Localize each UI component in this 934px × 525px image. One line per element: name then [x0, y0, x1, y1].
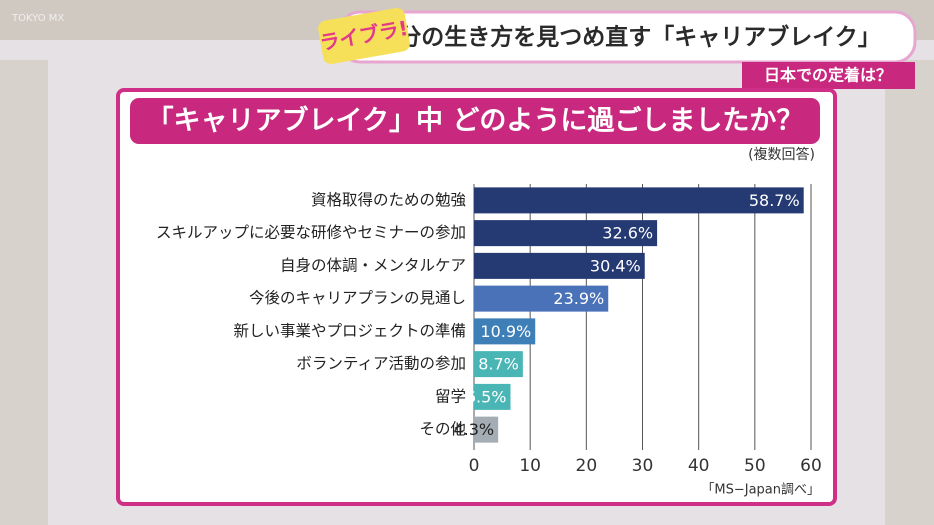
bar [474, 220, 658, 247]
value-label: 4.3% [453, 420, 494, 439]
bar [474, 383, 511, 410]
value-label: 23.9% [553, 289, 604, 308]
bar [474, 252, 645, 279]
category-label: 新しい事業やプロジェクトの準備 [233, 322, 466, 340]
x-tick-label: 0 [469, 456, 480, 476]
headline: 自分の生き方を見つめ直す「キャリアブレイク」 [375, 24, 881, 51]
studio-pillar [0, 60, 48, 525]
category-label: 自身の体調・メンタルケア [280, 256, 466, 274]
source: 「MS−Japan調べ」 [701, 483, 820, 498]
value-label: 10.9% [480, 322, 531, 341]
channel-logo: TOKYO MX [11, 13, 64, 24]
category-label: スキルアップに必要な研修やセミナーの参加 [156, 224, 466, 242]
bar [474, 285, 609, 312]
x-tick-label: 60 [800, 456, 822, 476]
x-tick-label: 20 [576, 456, 598, 476]
x-tick-label: 30 [632, 456, 654, 476]
x-tick-label: 10 [519, 456, 541, 476]
bar [474, 318, 536, 345]
x-tick-label: 40 [688, 456, 710, 476]
bar [474, 351, 523, 378]
studio-pillar [885, 60, 934, 525]
plot: 0 10 20 30 40 50 60 資格取得のための勉強 58.7% スキルアップに必要な研修… [156, 184, 822, 476]
value-label: 30.4% [590, 256, 641, 275]
value-label: 32.6% [602, 224, 653, 243]
program-logo-bg [318, 7, 410, 65]
value-label: 58.7% [749, 191, 800, 210]
category-label: ボランティア活動の参加 [296, 355, 466, 373]
category-label: 今後のキャリアプランの見通し [249, 289, 466, 307]
category-label: その他 [419, 420, 466, 438]
chart-title: 「キャリアブレイク」中 どのように過ごしましたか？ [147, 105, 804, 137]
x-tick-label: 50 [744, 456, 766, 476]
bar [474, 416, 499, 443]
chart-title-bar [130, 98, 820, 144]
subheadline: 日本での定着は？ [764, 66, 892, 85]
value-label: 6.5% [466, 387, 507, 406]
chart-subtitle: (複数回答) [748, 146, 815, 163]
category-label: 資格取得のための勉強 [311, 191, 466, 209]
category-label: 留学 [435, 387, 466, 405]
bar [474, 187, 804, 214]
subheadline-bar [742, 62, 915, 89]
value-label: 8.7% [478, 355, 519, 374]
